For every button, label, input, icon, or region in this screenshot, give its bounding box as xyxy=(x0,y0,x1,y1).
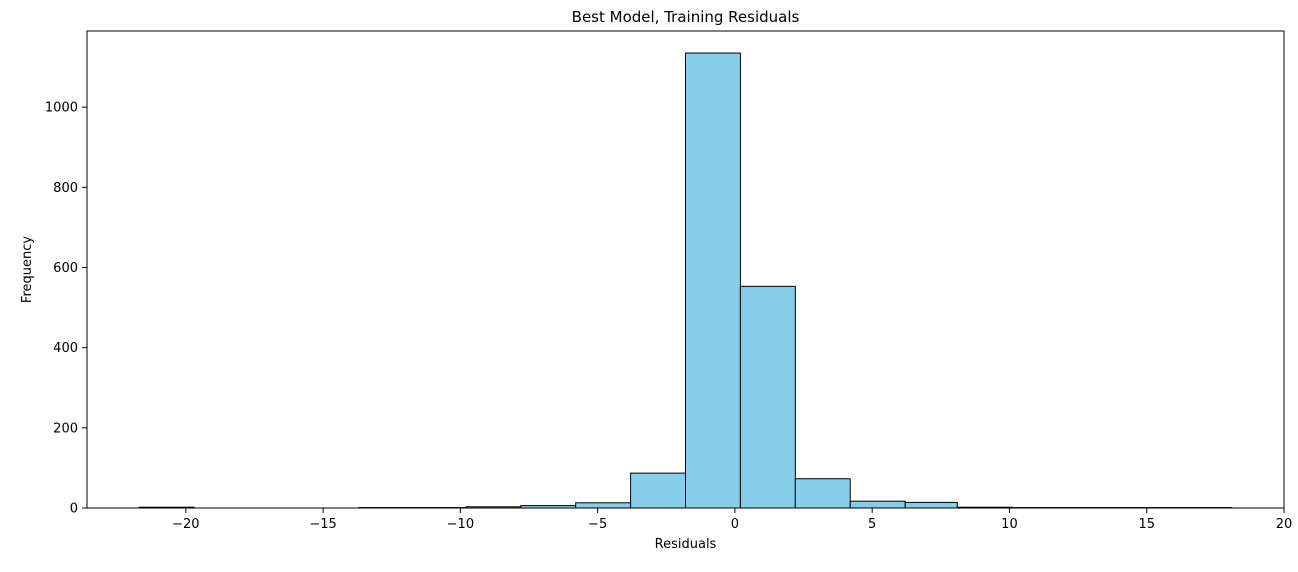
histogram-bar xyxy=(739,285,796,509)
y-tick-label: 600 xyxy=(53,261,78,276)
x-tick-label: −10 xyxy=(447,517,474,532)
y-tick-label: 1000 xyxy=(45,101,78,116)
histogram-bar xyxy=(794,478,851,509)
plot-frame xyxy=(86,30,1285,509)
histogram-bar xyxy=(904,501,958,509)
histogram-bar xyxy=(575,502,632,509)
x-tick-label: −5 xyxy=(588,517,607,532)
histogram-bar xyxy=(630,472,686,509)
x-tick-label: −20 xyxy=(172,517,199,532)
bars-group xyxy=(138,52,1233,509)
y-tick-label: 0 xyxy=(70,502,78,517)
chart-title: Best Model, Training Residuals xyxy=(572,8,800,26)
x-tick-label: 10 xyxy=(1001,517,1018,532)
y-tick-label: 400 xyxy=(53,341,78,356)
y-tick-label: 200 xyxy=(53,421,78,436)
x-tick-label: 20 xyxy=(1276,517,1293,532)
x-axis-label: Residuals xyxy=(655,537,717,552)
x-tick-label: 15 xyxy=(1138,517,1155,532)
x-tick-label: 5 xyxy=(868,517,876,532)
x-tick-label: −15 xyxy=(309,517,336,532)
histogram-bar xyxy=(849,500,906,509)
y-tick-label: 800 xyxy=(53,181,78,196)
x-tick-label: 0 xyxy=(731,517,739,532)
histogram-bar xyxy=(685,52,741,509)
y-axis-label: Frequency xyxy=(20,236,35,303)
x-axis-ticks: −20 −15 −10 −5 0 5 10 15 20 xyxy=(172,508,1292,532)
y-axis-ticks: 0 200 400 600 800 1000 xyxy=(45,101,87,517)
